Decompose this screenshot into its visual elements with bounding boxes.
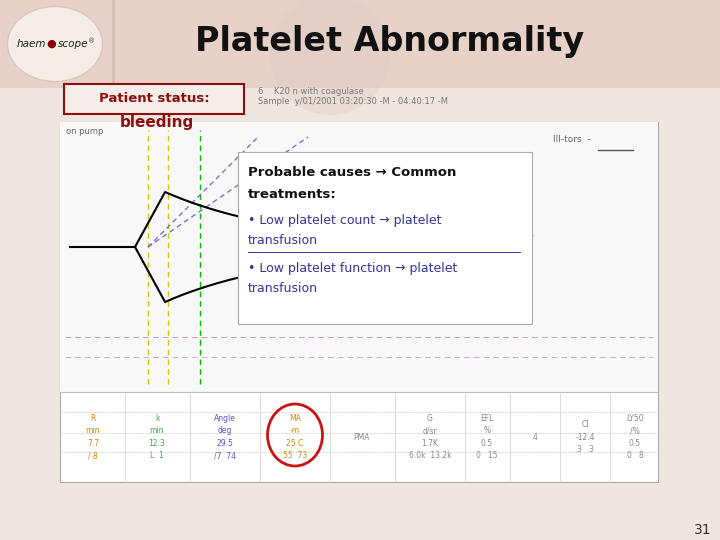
Text: Angle
deg
29.5
/7  74: Angle deg 29.5 /7 74 [214, 414, 236, 460]
Text: • Low platelet function → platelet: • Low platelet function → platelet [248, 262, 457, 275]
Text: MA
-m
25 C
55  73: MA -m 25 C 55 73 [283, 414, 307, 460]
Text: ●: ● [46, 39, 55, 49]
Text: ®: ® [88, 38, 95, 44]
FancyBboxPatch shape [64, 84, 244, 114]
Circle shape [270, 0, 390, 115]
Text: 4: 4 [533, 433, 537, 442]
Ellipse shape [7, 6, 102, 82]
FancyBboxPatch shape [238, 152, 532, 324]
Text: haem: haem [17, 39, 46, 49]
Text: Sample  y/01/2001 03:20:30 -M - 04:40:17 -M: Sample y/01/2001 03:20:30 -M - 04:40:17 … [258, 98, 448, 106]
Text: III-tors  -: III-tors - [553, 136, 590, 145]
Text: treatments:: treatments: [248, 188, 337, 201]
Text: Probable causes → Common: Probable causes → Common [248, 166, 456, 179]
Text: on pump: on pump [66, 127, 104, 137]
Text: G
d/sr
1.7K
6.0k  13.2k: G d/sr 1.7K 6.0k 13.2k [409, 414, 451, 460]
Bar [0, 0, 720, 88]
Text: LY50
/%
0.5
0   8: LY50 /% 0.5 0 8 [626, 414, 644, 460]
Text: k
min
12.3
L  1: k min 12.3 L 1 [148, 414, 166, 460]
Bar [60, 122, 658, 392]
Text: transfusion: transfusion [248, 282, 318, 295]
Text: bleeding: bleeding [120, 116, 194, 131]
Text: scope: scope [58, 39, 89, 49]
Text: transfusion: transfusion [248, 234, 318, 247]
Text: CI
-12.4
3   3: CI -12.4 3 3 [575, 420, 595, 454]
Text: PMA: PMA [354, 433, 370, 442]
Text: Platelet Abnormality: Platelet Abnormality [195, 25, 585, 58]
Text: 31: 31 [694, 523, 712, 537]
Text: EFL
%
0.5
0   15: EFL % 0.5 0 15 [476, 414, 498, 460]
Text: Patient status:: Patient status: [99, 92, 210, 105]
Bar [60, 122, 658, 482]
Text: R
min
7.7
/ 8: R min 7.7 / 8 [86, 414, 100, 460]
Text: 6    K20 n with coagulase: 6 K20 n with coagulase [258, 87, 364, 97]
Bar [112, 0, 115, 88]
Text: • Low platelet count → platelet: • Low platelet count → platelet [248, 214, 441, 227]
